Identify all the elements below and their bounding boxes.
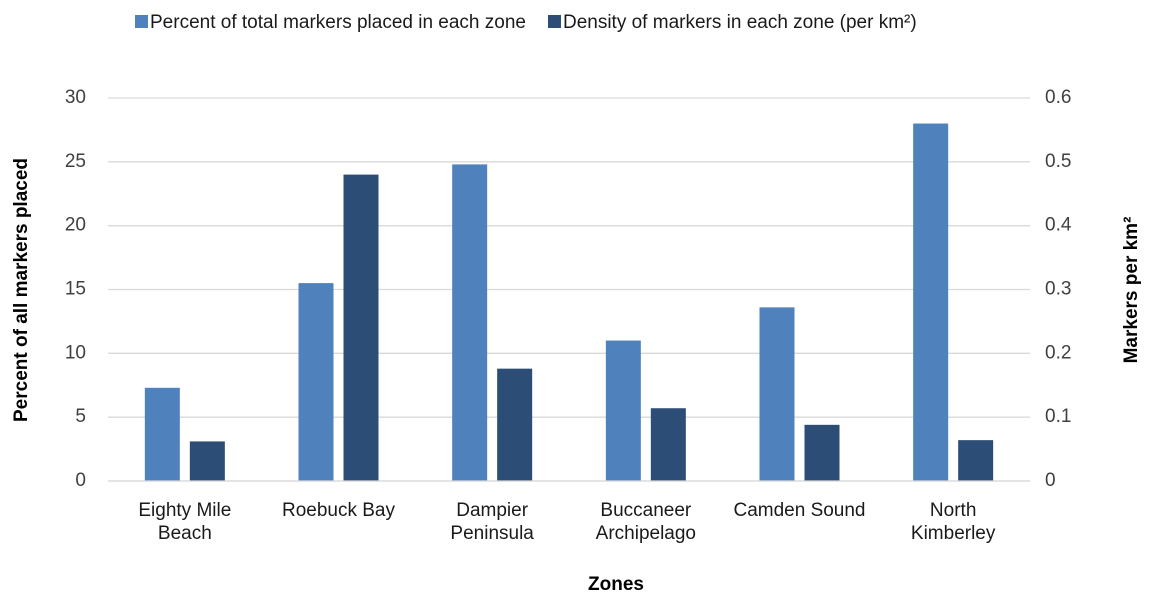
y-tick-label: 0	[75, 470, 86, 491]
y-tick-label: 10	[65, 342, 86, 363]
y-tick-label: 25	[65, 151, 86, 172]
legend-swatch	[135, 15, 148, 28]
y-tick-label: 20	[65, 215, 86, 236]
bar	[650, 408, 686, 481]
bar	[497, 368, 533, 481]
bar	[452, 164, 488, 482]
x-tick-label: Buccaneer Archipelago	[595, 500, 696, 544]
y-axis-title: Percent of all markers placed	[11, 158, 32, 422]
y-tick-label: 5	[75, 406, 86, 427]
bar	[189, 441, 225, 481]
legend-swatch	[547, 15, 561, 28]
y2-tick-label: 0.1	[1045, 406, 1071, 427]
bar	[804, 424, 840, 481]
x-tick-label: Eighty Mile Beach	[138, 500, 232, 544]
bar	[913, 123, 949, 482]
bar	[298, 283, 334, 481]
bar	[958, 440, 994, 481]
bar	[343, 174, 379, 481]
y2-tick-label: 0.3	[1045, 279, 1071, 300]
y2-tick-label: 0.6	[1045, 87, 1071, 108]
bar	[605, 340, 641, 481]
y2-tick-label: 0.5	[1045, 151, 1071, 172]
y-tick-label: 30	[65, 87, 86, 108]
x-tick-label: Dampier Peninsula	[450, 500, 534, 544]
legend-label: Percent of total markers placed in each …	[150, 12, 526, 33]
bar	[759, 307, 795, 481]
y2-axis-title: Markers per km²	[1121, 217, 1142, 364]
y2-tick-label: 0.2	[1045, 342, 1071, 363]
bar	[144, 387, 180, 481]
y-tick-label: 15	[65, 279, 86, 300]
legend-label: Density of markers in each zone (per km²…	[563, 12, 917, 33]
x-axis-title: Zones	[588, 574, 644, 595]
x-tick-label: Roebuck Bay	[281, 500, 395, 521]
x-tick-label: North Kimberley	[910, 500, 996, 544]
y2-tick-label: 0	[1045, 470, 1056, 491]
x-tick-label: Camden Sound	[733, 500, 866, 521]
y2-tick-label: 0.4	[1045, 215, 1072, 236]
